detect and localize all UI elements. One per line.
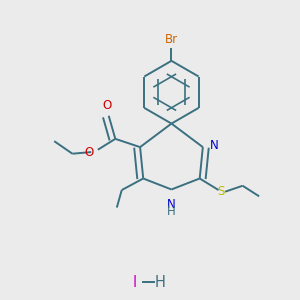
Text: N: N (167, 198, 176, 211)
Text: H: H (154, 274, 165, 290)
Text: O: O (85, 146, 94, 159)
Text: O: O (102, 99, 112, 112)
Text: S: S (218, 185, 225, 198)
Text: Br: Br (165, 33, 178, 46)
Text: H: H (167, 205, 176, 218)
Text: N: N (210, 139, 219, 152)
Text: I: I (133, 274, 137, 290)
